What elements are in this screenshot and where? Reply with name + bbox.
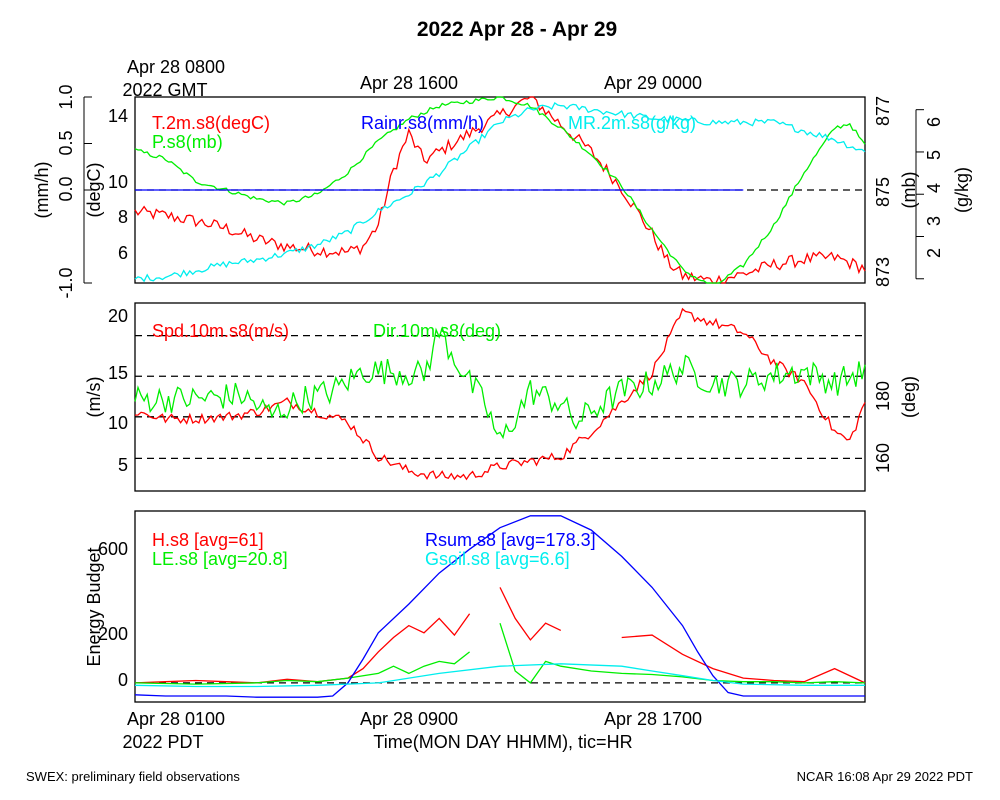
temp-tick-label: 6 [118,243,128,263]
energy-tick-label: 0 [118,670,128,690]
top-axis-label-3: Apr 29 0000 [604,73,702,93]
mr-tick-label: 3 [924,216,944,226]
series-line [134,307,866,481]
bottom-axis-label-3: Apr 28 1700 [604,709,702,729]
legend-wind-direction: Dir.10m.s8(deg) [373,321,501,341]
series-line [134,326,866,440]
series-line [134,663,865,688]
series-line [134,102,866,283]
axis-ticks [83,96,924,284]
series-line [134,515,865,698]
series-line [134,651,471,685]
rain-tick-label: -1.0 [56,267,76,298]
bottom-panel-series [134,515,866,698]
mr-tick-label: 4 [924,183,944,193]
rain-tick-label: 1.0 [56,84,76,109]
bottom-axis-label-1: Apr 28 0100 [127,709,225,729]
middle-panel-frame [134,302,866,492]
top-axis-label-1-year: 2022 GMT [122,80,207,100]
legend-rain-rate: Rainr.s8(mm/h) [361,113,484,133]
speed-axis-label: (m/s) [84,377,104,418]
legend-wind-speed: Spd.10m.s8(m/s) [152,321,289,341]
temp-tick-label: 14 [108,106,128,126]
bottom-axis-label-2: Apr 28 0900 [360,709,458,729]
middle-panel-reference-lines [135,335,865,459]
series-line [499,587,562,641]
series-line [134,96,866,284]
top-axis-label-2: Apr 28 1600 [360,73,458,93]
speed-tick-label: 10 [108,413,128,433]
press-tick-label: 873 [873,257,893,287]
temp-tick-label: 8 [118,207,128,227]
series-line [499,623,866,684]
direction-tick-label: 160 [873,443,893,473]
speed-tick-label: 15 [108,363,128,383]
series-line [621,634,866,684]
legend-sensible-heat: H.s8 [avg=61] [152,530,264,550]
legend-soil-heat: Gsoil.s8 [avg=6.6] [425,549,570,569]
x-axis-title: Time(MON DAY HHMM), tic=HR [373,732,632,752]
mr-tick-label: 5 [924,150,944,160]
top-panel-series [134,96,866,284]
footer-source-note: SWEX: preliminary field observations [26,769,240,784]
rain-axis-label: (mm/h) [32,162,52,219]
speed-tick-label: 20 [108,306,128,326]
bottom-panel-frame [134,510,866,703]
bottom-axis-label-1-year: 2022 PDT [122,732,203,752]
speed-tick-label: 5 [118,455,128,475]
middle-panel-series [134,307,866,481]
energy-tick-label: 600 [98,539,128,559]
direction-tick-label: 180 [873,381,893,411]
legend-temperature: T.2m.s8(degC) [152,113,270,133]
temp-axis-label: (degC) [84,162,104,217]
press-tick-label: 875 [873,177,893,207]
direction-axis-label: (deg) [899,376,919,418]
chart-title: 2022 Apr 28 - Apr 29 [417,18,617,41]
press-axis-label: (mb) [899,172,919,209]
footer-timestamp: NCAR 16:08 Apr 29 2022 PDT [797,769,973,784]
legend-latent-heat: LE.s8 [avg=20.8] [152,549,288,569]
top-axis-label-1: Apr 28 0800 [127,57,225,77]
legend-net-radiation: Rsum.s8 [avg=178.3] [425,530,596,550]
energy-axis-label: Energy Budget [84,547,104,666]
rain-tick-label: 0.5 [56,130,76,155]
mr-tick-label: 6 [924,117,944,127]
mr-tick-label: 2 [924,248,944,258]
temp-tick-label: 10 [108,172,128,192]
energy-tick-label: 200 [98,624,128,644]
legend-mixing-ratio: MR.2m.s8(g/kg) [568,113,696,133]
press-tick-label: 877 [873,96,893,126]
series-line [134,613,471,684]
series-line [134,96,866,284]
rain-tick-label: 0.0 [56,176,76,201]
mr-axis-label: (g/kg) [952,167,972,213]
legend-pressure: P.s8(mb) [152,132,223,152]
